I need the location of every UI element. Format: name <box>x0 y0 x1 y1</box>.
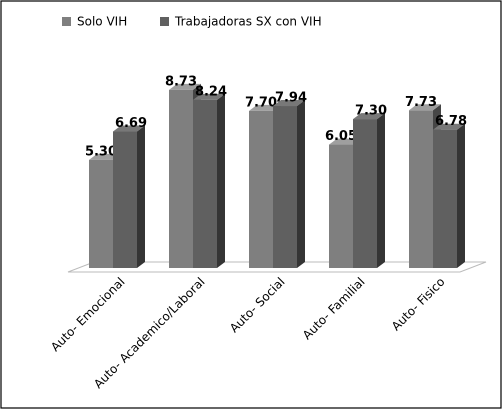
legend-swatch <box>160 17 169 26</box>
legend-label: Solo VIH <box>77 15 127 29</box>
value-label: 7.70 <box>245 95 277 110</box>
legend-swatch <box>62 17 71 26</box>
bar <box>273 106 297 268</box>
bar <box>353 119 377 268</box>
value-label: 6.78 <box>435 114 467 129</box>
bar <box>89 159 113 268</box>
bar <box>329 144 353 268</box>
value-label: 6.69 <box>115 116 147 131</box>
value-label: 7.94 <box>275 91 307 106</box>
value-label: 7.30 <box>355 104 387 119</box>
bar <box>409 110 433 268</box>
bar-top <box>273 100 305 107</box>
bar-side <box>297 100 305 268</box>
value-label: 8.73 <box>165 74 197 89</box>
bar-top <box>169 83 201 90</box>
value-label: 7.73 <box>405 95 437 110</box>
bar <box>113 131 137 268</box>
value-label: 8.24 <box>195 84 227 99</box>
bar <box>193 99 217 269</box>
bar-top <box>193 93 225 100</box>
value-label: 6.05 <box>325 129 357 144</box>
legend-label: Trabajadoras SX con VIH <box>174 15 322 29</box>
bar-top <box>409 104 441 111</box>
bar <box>169 89 193 269</box>
bar <box>433 129 457 268</box>
bar-top <box>113 125 145 132</box>
value-label: 5.30 <box>85 144 117 159</box>
bar-top <box>353 113 385 120</box>
bar-side <box>377 113 385 268</box>
bar-top <box>433 123 465 130</box>
bar-side <box>137 125 145 268</box>
bar-side <box>217 93 225 269</box>
bar <box>249 110 273 268</box>
bar-side <box>457 123 465 268</box>
